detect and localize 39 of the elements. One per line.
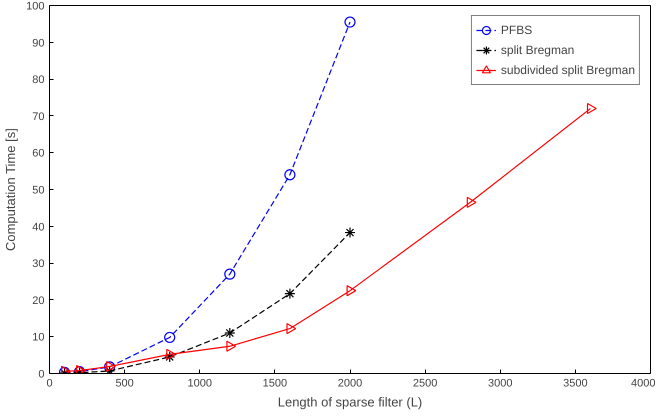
y-tick-label: 100 bbox=[26, 0, 45, 12]
y-tick-label: 20 bbox=[32, 294, 45, 307]
point bbox=[224, 268, 236, 280]
y-tick-label: 50 bbox=[32, 184, 45, 196]
x-tick-label: 1500 bbox=[262, 378, 288, 390]
point bbox=[586, 102, 597, 114]
x-tick-label: 1000 bbox=[188, 378, 212, 390]
point bbox=[344, 226, 356, 238]
point bbox=[286, 323, 296, 334]
y-tick-label: 30 bbox=[32, 258, 45, 270]
legend-label: PFBS bbox=[500, 23, 532, 37]
y-axis-title: Computation Time [s] bbox=[3, 128, 18, 252]
x-axis-title: Length of sparse filter (L) bbox=[278, 394, 422, 410]
y-tick-label: 70 bbox=[32, 110, 45, 123]
y-tick-label: 10 bbox=[32, 332, 45, 344]
point bbox=[224, 327, 236, 339]
point bbox=[284, 169, 296, 180]
point bbox=[344, 16, 356, 28]
x-tick-label: 2500 bbox=[412, 378, 438, 390]
x-tick-label: 2000 bbox=[338, 378, 362, 390]
x-tick-label: 500 bbox=[115, 378, 134, 390]
legend-label: split Bregman bbox=[500, 43, 574, 57]
legend-label: subdivided split Bregman bbox=[500, 63, 635, 77]
y-tick-label: 40 bbox=[32, 221, 45, 234]
point bbox=[466, 196, 477, 208]
x-tick-label: 4000 bbox=[631, 378, 656, 390]
y-tick-label: 90 bbox=[32, 37, 45, 50]
point bbox=[164, 351, 176, 363]
y-tick-label: 0 bbox=[38, 368, 45, 380]
x-tick-label: 3000 bbox=[488, 378, 512, 390]
y-tick-label: 80 bbox=[32, 74, 45, 86]
point bbox=[166, 348, 176, 360]
x-tick-label: 3500 bbox=[563, 378, 588, 390]
point bbox=[284, 288, 296, 300]
point bbox=[226, 340, 236, 352]
point bbox=[346, 285, 356, 296]
y-tick-label: 60 bbox=[32, 148, 45, 160]
point bbox=[164, 332, 176, 344]
x-tick-label: 0 bbox=[46, 378, 53, 390]
